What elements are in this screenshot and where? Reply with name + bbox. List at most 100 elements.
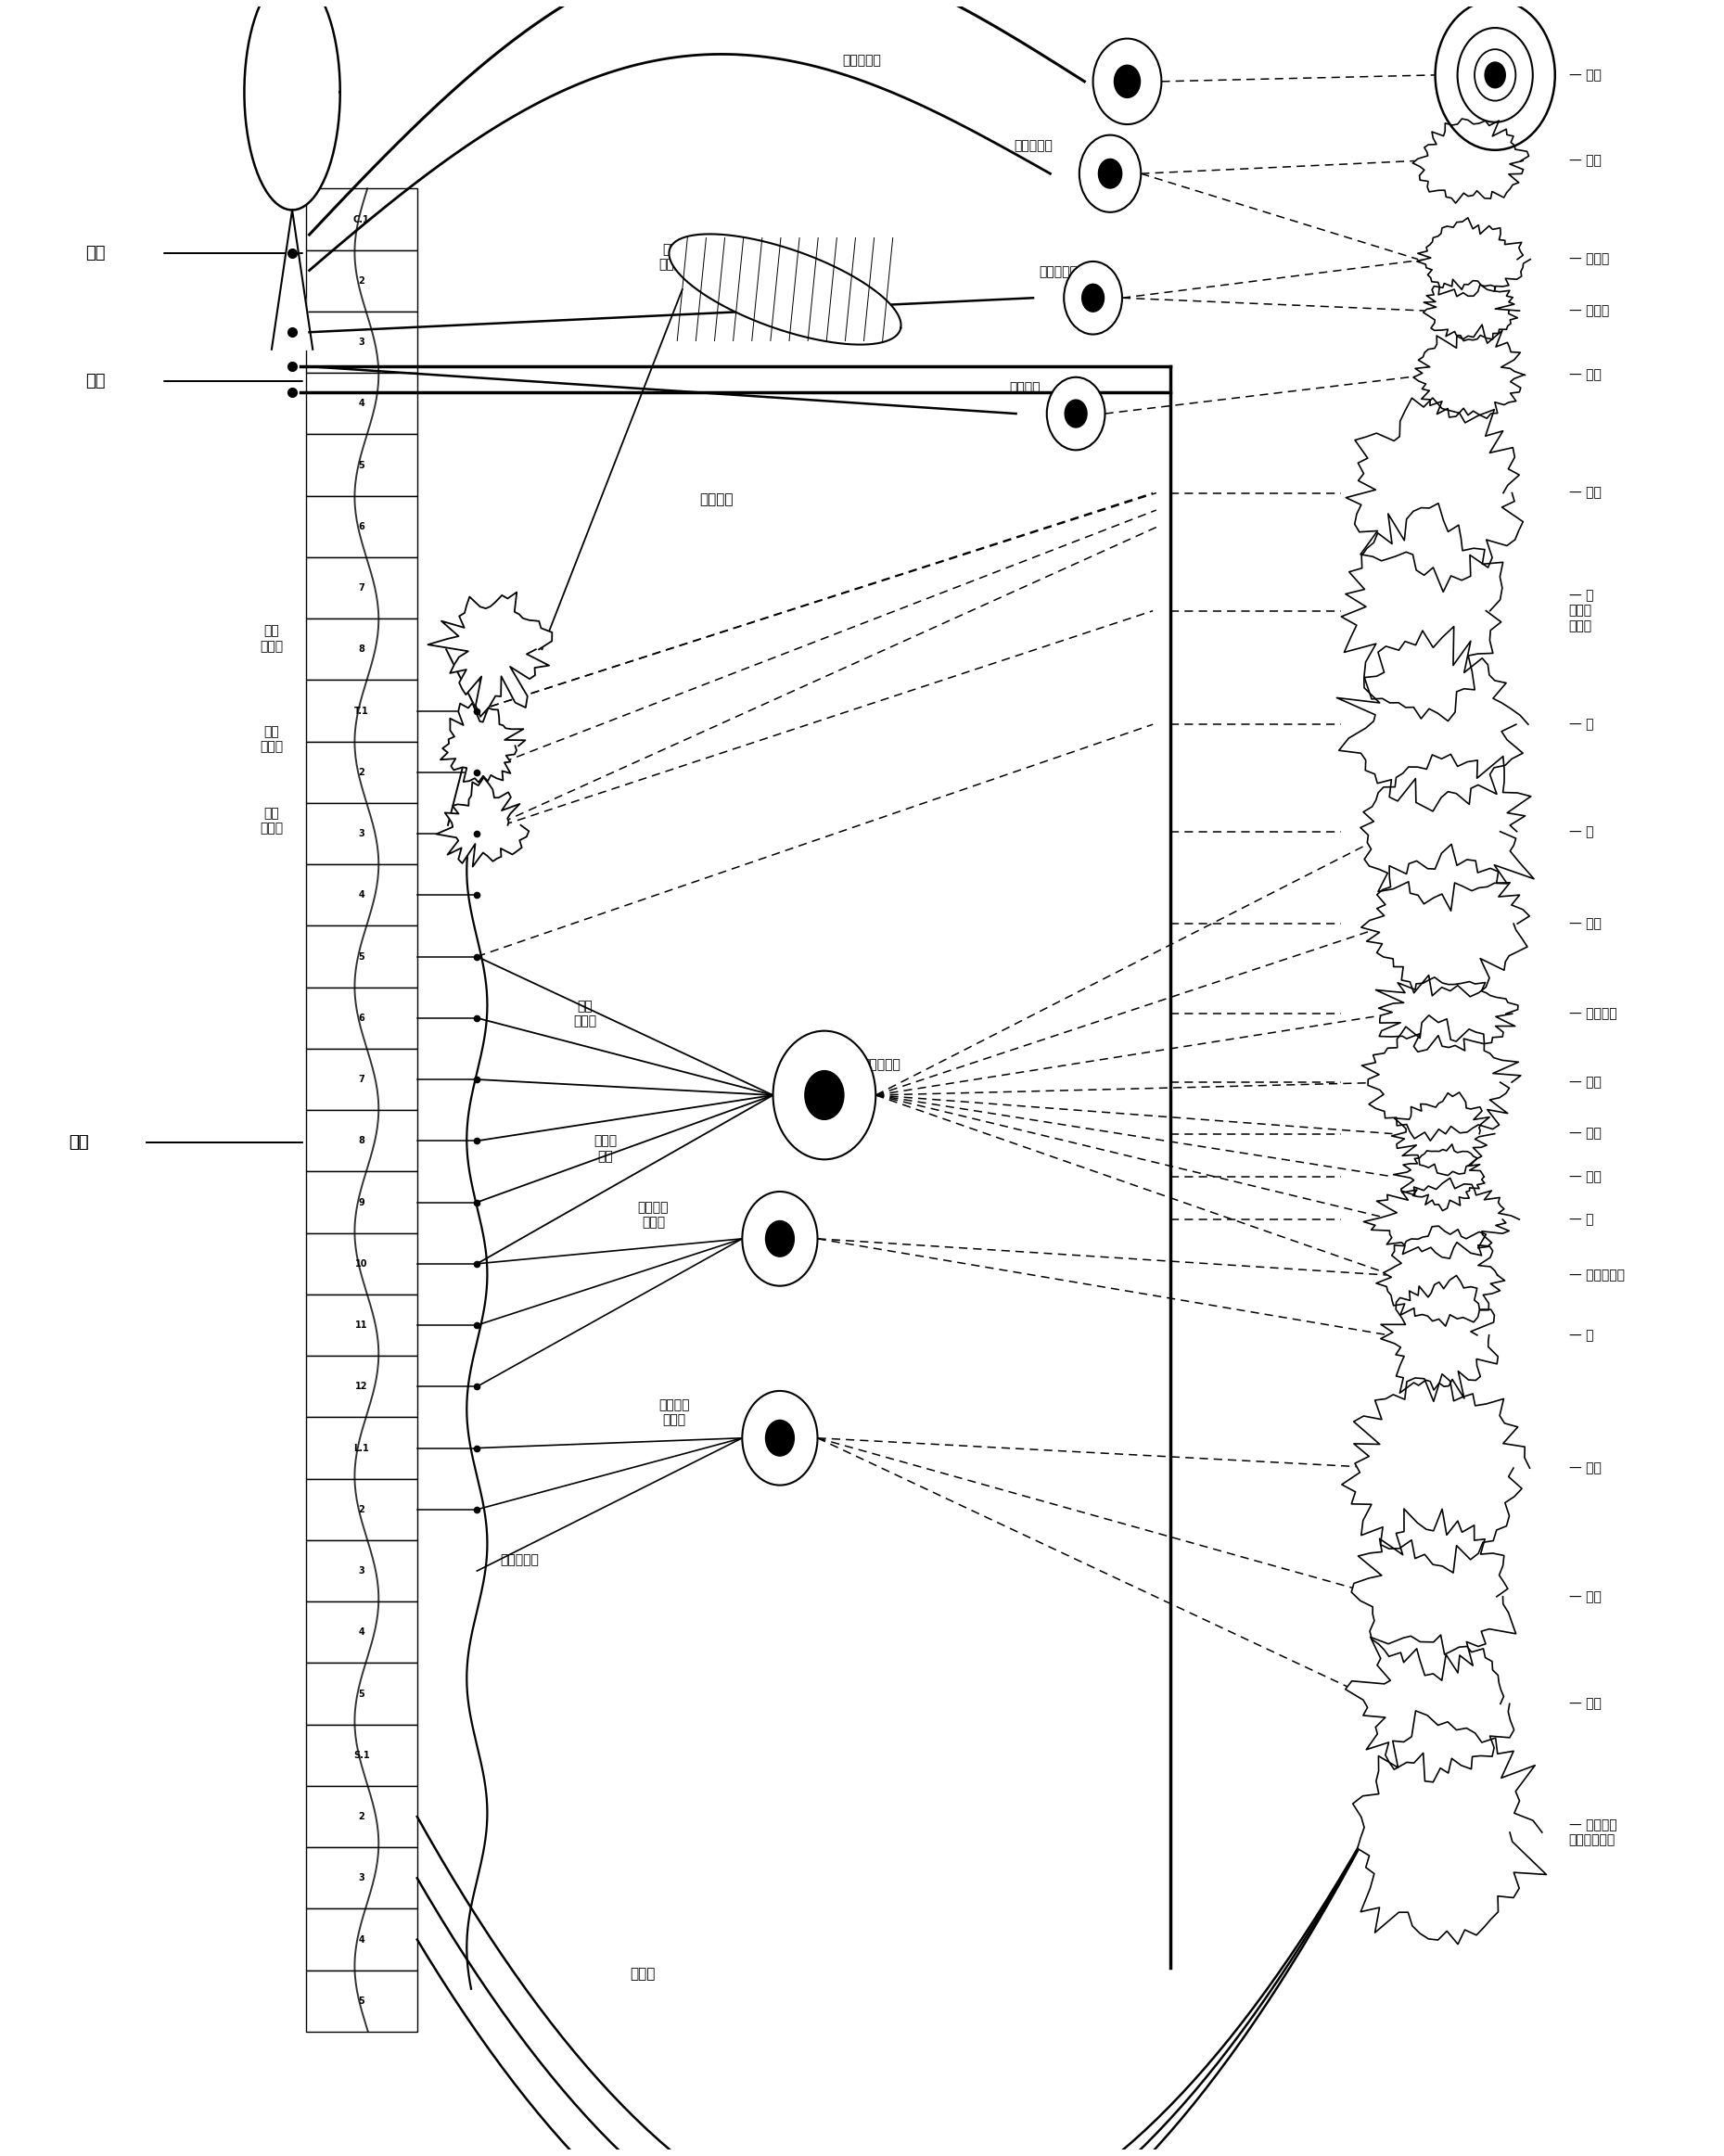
Bar [305,1356,417,1416]
Text: 4: 4 [359,1934,365,1945]
Text: — 肝脏: — 肝脏 [1569,1076,1602,1089]
Circle shape [743,1391,817,1485]
Text: 颌下神经节: 颌下神经节 [1040,265,1078,278]
Text: 6: 6 [359,1013,365,1022]
Bar [305,1416,417,1479]
Text: 盆神经: 盆神经 [631,1966,655,1981]
Text: 5: 5 [359,461,365,470]
Polygon shape [1376,1227,1505,1326]
Text: 颈中
神经节: 颈中 神经节 [260,724,283,752]
Polygon shape [1424,280,1519,341]
Polygon shape [436,778,529,867]
Bar [305,865,417,925]
Circle shape [765,1421,795,1455]
Bar [305,433,417,496]
Polygon shape [1381,1276,1498,1399]
Text: — 结肠: — 结肠 [1569,1462,1602,1475]
Bar [305,1048,417,1110]
Polygon shape [1345,1634,1514,1783]
Polygon shape [1364,1177,1519,1259]
Text: 5: 5 [359,1996,365,2005]
Bar [305,496,417,556]
Text: C.1: C.1 [353,216,369,224]
Circle shape [772,1031,876,1160]
Text: 中脑: 中脑 [86,244,105,261]
Polygon shape [1412,119,1529,203]
Text: 9: 9 [359,1199,365,1207]
Text: 内脏小
神经: 内脏小 神经 [593,1134,617,1162]
Text: 7: 7 [359,584,365,593]
Text: T.1: T.1 [353,707,369,716]
Text: 10: 10 [355,1259,367,1268]
Polygon shape [1362,1015,1521,1141]
Bar [305,1479,417,1539]
Circle shape [1065,399,1086,427]
Polygon shape [1414,326,1526,418]
Text: 颈动脉
和神经丛: 颈动脉 和神经丛 [659,244,690,272]
Text: — 心脏: — 心脏 [1569,487,1602,500]
Text: — 肾: — 肾 [1569,1328,1593,1341]
Text: 7: 7 [359,1076,365,1084]
Text: — 肾上腺髓质: — 肾上腺髓质 [1569,1268,1624,1281]
Bar [305,1908,417,1971]
Bar [305,1110,417,1171]
Bar [305,619,417,679]
Text: — 眼睛: — 眼睛 [1569,69,1602,82]
Text: 4: 4 [359,1628,365,1636]
Text: — 胆囊: — 胆囊 [1569,1128,1602,1141]
Bar [305,1171,417,1233]
Bar [305,1971,417,2031]
Circle shape [1079,136,1141,211]
Text: 肠系膜下
神经节: 肠系膜下 神经节 [659,1399,690,1427]
Text: 迷走神经: 迷走神经 [700,492,733,507]
Text: 2: 2 [359,1505,365,1514]
Bar [305,188,417,250]
Bar [305,1662,417,1725]
Text: 6: 6 [359,522,365,530]
Text: 5: 5 [359,1688,365,1699]
Text: — 喉
气管和
支气管: — 喉 气管和 支气管 [1569,589,1593,632]
Circle shape [1474,50,1515,101]
Text: S.1: S.1 [353,1751,369,1759]
Text: 内脏
大神经: 内脏 大神经 [572,1000,597,1028]
Polygon shape [1376,977,1519,1052]
Circle shape [1484,63,1505,88]
Polygon shape [428,593,552,716]
Text: — 胆管: — 胆管 [1569,1171,1602,1184]
Polygon shape [669,235,902,345]
Text: — 腹部血管: — 腹部血管 [1569,1007,1617,1020]
Text: 11: 11 [355,1319,367,1330]
Polygon shape [1393,1145,1484,1212]
Text: — 颌下腺: — 颌下腺 [1569,252,1608,265]
Text: 脊髓: 脊髓 [69,1134,88,1151]
Text: 2: 2 [359,768,365,776]
Polygon shape [1341,1373,1529,1572]
Text: — 生殖器官
以及外生殖器: — 生殖器官 以及外生殖器 [1569,1818,1617,1846]
Text: — 舌下腺: — 舌下腺 [1569,304,1608,317]
Text: 12: 12 [355,1382,367,1391]
Text: 脊髓: 脊髓 [69,1134,88,1151]
Text: — 腮腺: — 腮腺 [1569,369,1602,382]
Text: 4: 4 [359,890,365,899]
Bar [305,1785,417,1848]
Text: 耳神经节: 耳神经节 [1009,382,1040,395]
Circle shape [805,1072,843,1119]
Bar [305,1233,417,1294]
Text: 3: 3 [359,830,365,839]
Circle shape [743,1192,817,1285]
Polygon shape [1360,755,1534,910]
Text: — 直肠: — 直肠 [1569,1591,1602,1604]
Text: 髓质: 髓质 [86,373,105,390]
Bar [305,1725,417,1785]
Text: 睫状神经节: 睫状神经节 [843,54,881,67]
Polygon shape [1346,399,1522,593]
Circle shape [1434,0,1555,151]
Text: 颈下
神经节: 颈下 神经节 [260,806,283,834]
Circle shape [1093,39,1162,125]
Polygon shape [245,0,340,209]
Text: 3: 3 [359,1565,365,1576]
Bar [305,679,417,742]
Bar [305,925,417,987]
Polygon shape [1341,502,1503,720]
Text: 交感神经链: 交感神经链 [500,1554,540,1567]
